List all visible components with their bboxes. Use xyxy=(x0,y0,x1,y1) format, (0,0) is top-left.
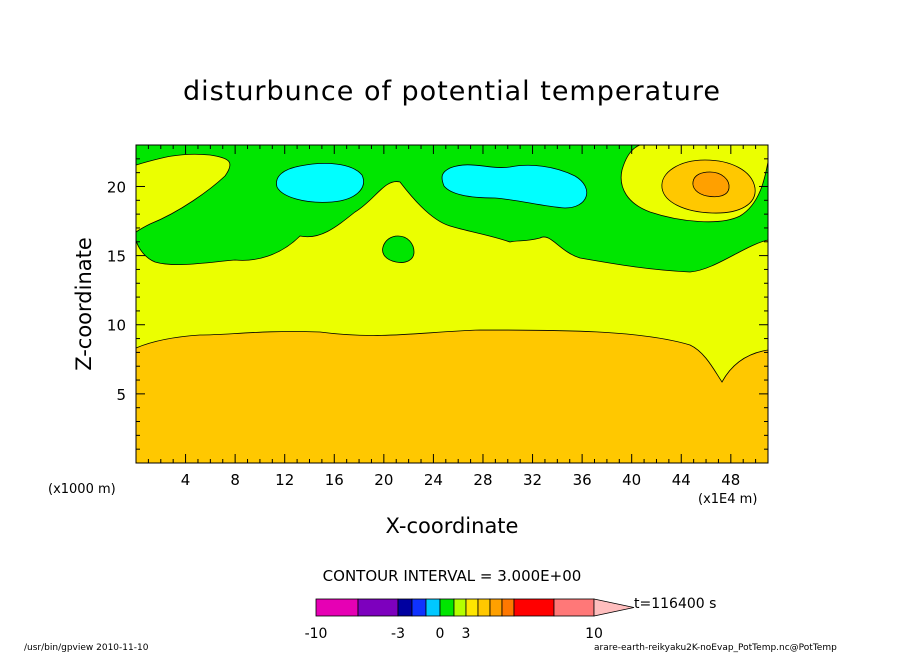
x-tick-label: 16 xyxy=(325,471,344,489)
colorbar-segment xyxy=(501,598,515,617)
y-tick-label: 15 xyxy=(107,248,126,266)
x-tick-label: 44 xyxy=(672,471,691,489)
region-green-bubble xyxy=(382,235,415,263)
x-tick-label: 24 xyxy=(424,471,443,489)
colorbar-segment xyxy=(553,598,595,617)
y-tick-label: 5 xyxy=(116,386,126,404)
time-label: t=116400 s xyxy=(634,596,717,612)
colorbar-label: -3 xyxy=(391,626,405,642)
colorbar-segment xyxy=(411,598,427,617)
plot-area xyxy=(135,144,769,464)
region-yellow-top-left xyxy=(135,153,231,233)
colorbar-segment xyxy=(425,598,441,617)
colorbar-segment xyxy=(489,598,503,617)
footer-right-text: arare-earth-reikyaku2K-noEvap_PotTemp.nc… xyxy=(594,643,837,653)
colorbar-arrow xyxy=(593,598,635,617)
colorbar-label: 0 xyxy=(436,626,445,642)
colorbar: -10 -3 0 3 10 xyxy=(305,598,635,642)
y-tick-label: 10 xyxy=(107,317,126,335)
colorbar-segment xyxy=(453,598,467,617)
x-tick-label: 20 xyxy=(374,471,393,489)
colorbar-segment xyxy=(513,598,555,617)
x-tick-label: 40 xyxy=(622,471,641,489)
x-tick-label: 36 xyxy=(573,471,592,489)
x-tick-label: 12 xyxy=(275,471,294,489)
x-tick-label: 48 xyxy=(721,471,740,489)
x-axis-unit-right: (x1E4 m) xyxy=(698,492,758,507)
colorbar-segment xyxy=(477,598,491,617)
x-tick-label: 28 xyxy=(473,471,492,489)
colorbar-label: 3 xyxy=(462,626,471,642)
x-tick-label: 32 xyxy=(523,471,542,489)
contour-interval-label: CONTOUR INTERVAL = 3.000E+00 xyxy=(322,567,582,585)
x-tick-label: 4 xyxy=(181,471,191,489)
x-tick-label: 8 xyxy=(230,471,240,489)
y-tick-label: 20 xyxy=(107,178,126,196)
x-axis-label: X-coordinate xyxy=(385,514,519,538)
plot-frame xyxy=(135,144,769,464)
region-cyan-right xyxy=(441,164,588,209)
colorbar-segment xyxy=(315,598,359,617)
colorbar-label: -10 xyxy=(305,626,328,642)
region-dark-orange xyxy=(692,171,730,198)
footer-left-text: /usr/bin/gpview 2010-11-10 xyxy=(24,643,149,653)
colorbar-label: 10 xyxy=(585,626,603,642)
colorbar-segment xyxy=(397,598,413,617)
region-cyan-left xyxy=(276,163,364,203)
colorbar-segment xyxy=(439,598,455,617)
chart-title: disturbunce of potential temperature xyxy=(183,76,721,107)
colorbar-segment xyxy=(465,598,479,617)
colorbar-segment xyxy=(357,598,399,617)
x-axis-unit-left: (x1000 m) xyxy=(48,482,116,497)
